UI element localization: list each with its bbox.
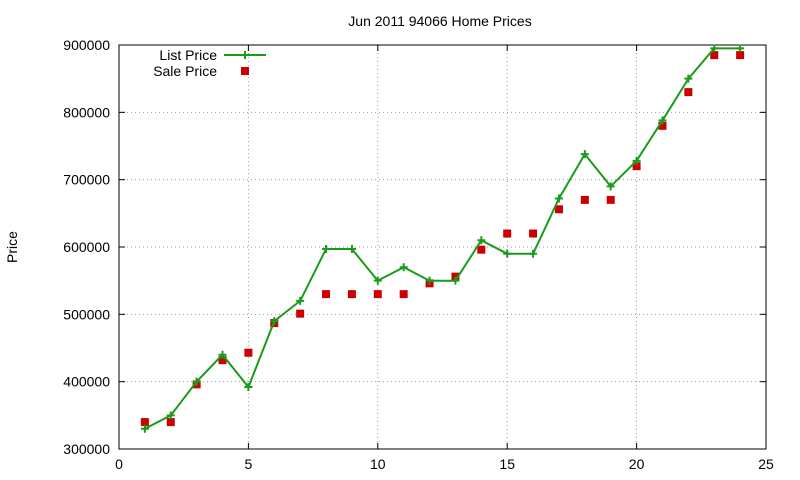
list-price-point [529, 249, 538, 258]
x-tick-label: 10 [370, 456, 386, 472]
list-price-point [399, 263, 408, 272]
sale-price-point [606, 195, 615, 204]
list-price-point [736, 44, 745, 53]
y-tick-label: 500000 [63, 306, 110, 322]
x-tick-label: 20 [629, 456, 645, 472]
list-price-point [296, 296, 305, 305]
sale-price-point [477, 245, 486, 254]
list-price-point [658, 116, 667, 125]
sale-price-point [632, 162, 641, 171]
y-tick-label: 800000 [63, 104, 110, 120]
list-price-point [632, 156, 641, 165]
list-price-point [684, 74, 693, 83]
legend: List Price Sale Price [153, 47, 266, 79]
plot-frame [118, 44, 767, 450]
sale-price-point [684, 88, 693, 97]
list-price-point [477, 236, 486, 245]
y-tick-label: 700000 [63, 172, 110, 188]
list-price-point [140, 424, 149, 433]
list-price-point [192, 377, 201, 386]
x-tick-label: 25 [758, 456, 774, 472]
legend-label-sale-price: Sale Price [153, 63, 217, 79]
y-tick-label: 400000 [63, 374, 110, 390]
axis-ticks: 0 5 10 15 20 25 300000 400000 500000 600000 700000… [63, 37, 774, 472]
list-price-point [347, 245, 356, 254]
list-price-point [373, 276, 382, 285]
list-price-point [244, 383, 253, 392]
sale-price-point [140, 418, 149, 427]
list-price-point [503, 249, 512, 258]
sale-price-point [347, 290, 356, 299]
grid [119, 45, 766, 449]
list-price-point [554, 194, 563, 203]
list-price-point [710, 44, 719, 53]
sale-price-point [710, 51, 719, 60]
y-axis-label: Price [4, 231, 20, 263]
x-tick-label: 15 [499, 456, 515, 472]
legend-marker-sale-price [241, 67, 249, 75]
sale-price-point [736, 51, 745, 60]
sale-price-point [580, 195, 589, 204]
x-tick-label: 0 [115, 456, 123, 472]
sale-price-point [658, 121, 667, 130]
sale-price-point [554, 205, 563, 214]
sale-price-point [244, 348, 253, 357]
sale-price-point [399, 290, 408, 299]
sale-price-point [529, 229, 538, 238]
chart-title: Jun 2011 94066 Home Prices [348, 13, 531, 29]
sale-price-point [373, 290, 382, 299]
sale-price-point [503, 229, 512, 238]
series-sale-price [140, 51, 745, 427]
list-price-point [451, 276, 460, 285]
sale-price-point [218, 356, 227, 365]
list-price-point [606, 182, 615, 191]
legend-marker-list-price [241, 51, 249, 59]
list-price-line [144, 47, 741, 430]
legend-label-list-price: List Price [159, 47, 217, 63]
series-list-price [140, 44, 745, 433]
sale-price-point [296, 309, 305, 318]
list-price-point [425, 276, 434, 285]
x-tick-label: 5 [245, 456, 253, 472]
y-tick-label: 900000 [63, 37, 110, 53]
series-layer [140, 44, 745, 433]
list-price-point [322, 245, 331, 254]
list-price-point [218, 350, 227, 359]
legend-plus-marker [241, 51, 249, 59]
y-tick-label: 300000 [63, 441, 110, 457]
sale-price-point [166, 418, 175, 427]
sale-price-point [451, 272, 460, 281]
list-price-point [166, 411, 175, 420]
list-price-point [580, 150, 589, 159]
sale-price-point [322, 290, 331, 299]
y-tick-label: 600000 [63, 239, 110, 255]
list-price-point [270, 317, 279, 326]
